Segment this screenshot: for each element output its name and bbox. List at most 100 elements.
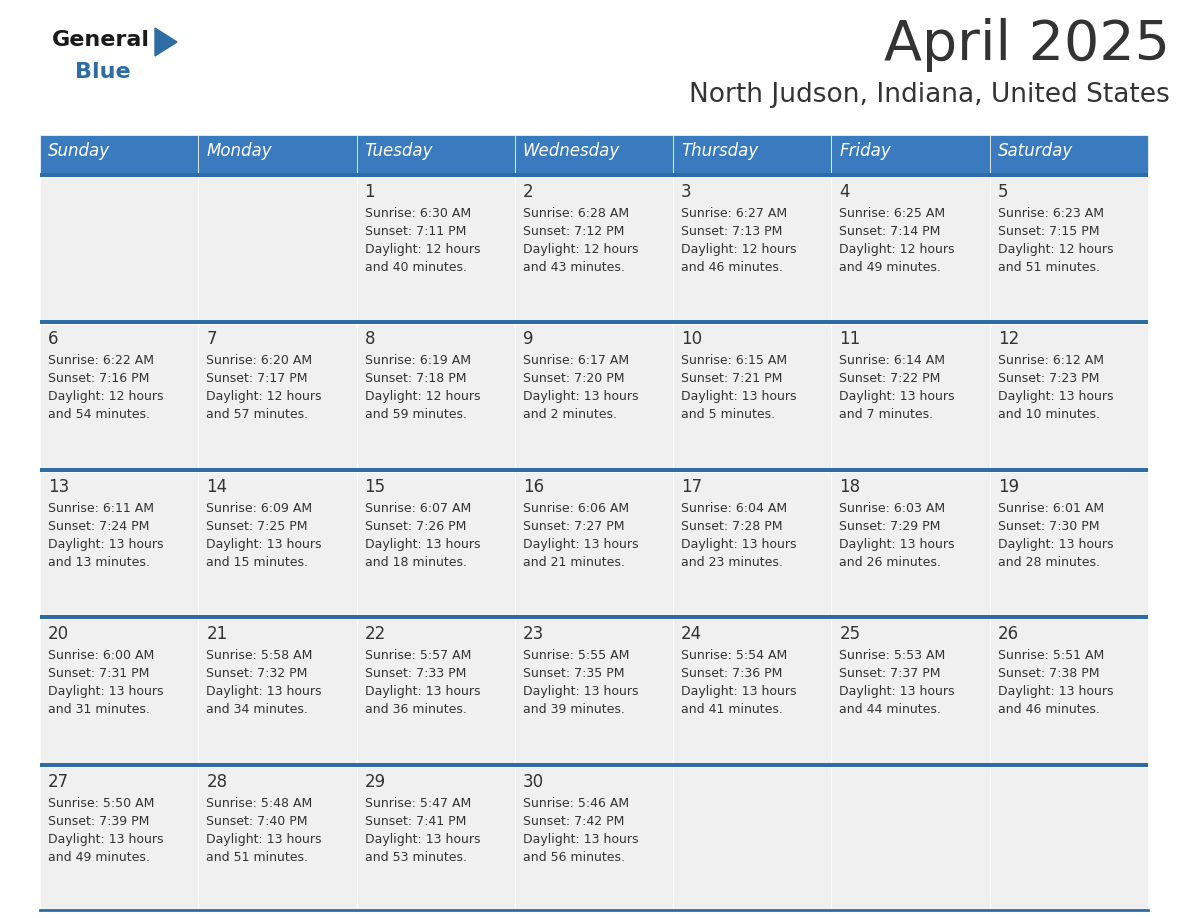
Text: Sunrise: 6:04 AM: Sunrise: 6:04 AM: [681, 502, 788, 515]
Text: and 54 minutes.: and 54 minutes.: [48, 409, 150, 421]
Text: and 26 minutes.: and 26 minutes.: [840, 555, 941, 569]
Text: Sunrise: 6:17 AM: Sunrise: 6:17 AM: [523, 354, 628, 367]
Text: and 18 minutes.: and 18 minutes.: [365, 555, 467, 569]
Text: and 43 minutes.: and 43 minutes.: [523, 261, 625, 274]
Text: Daylight: 13 hours: Daylight: 13 hours: [207, 538, 322, 551]
Text: Sunset: 7:14 PM: Sunset: 7:14 PM: [840, 225, 941, 238]
Text: Daylight: 13 hours: Daylight: 13 hours: [681, 390, 797, 403]
Text: and 39 minutes.: and 39 minutes.: [523, 703, 625, 716]
Text: Sunset: 7:38 PM: Sunset: 7:38 PM: [998, 667, 1099, 680]
Text: Sunrise: 6:28 AM: Sunrise: 6:28 AM: [523, 207, 628, 220]
Text: Sunset: 7:18 PM: Sunset: 7:18 PM: [365, 373, 466, 386]
Text: and 46 minutes.: and 46 minutes.: [998, 703, 1100, 716]
Text: Daylight: 12 hours: Daylight: 12 hours: [365, 390, 480, 403]
Text: Daylight: 13 hours: Daylight: 13 hours: [365, 538, 480, 551]
Text: 4: 4: [840, 183, 849, 201]
Text: Sunset: 7:28 PM: Sunset: 7:28 PM: [681, 520, 783, 532]
Text: 9: 9: [523, 330, 533, 349]
Text: and 23 minutes.: and 23 minutes.: [681, 555, 783, 569]
Text: Daylight: 13 hours: Daylight: 13 hours: [48, 538, 164, 551]
Text: Sunrise: 6:03 AM: Sunrise: 6:03 AM: [840, 502, 946, 515]
Text: 2: 2: [523, 183, 533, 201]
Text: Sunrise: 6:07 AM: Sunrise: 6:07 AM: [365, 502, 470, 515]
Text: 10: 10: [681, 330, 702, 349]
Text: Daylight: 13 hours: Daylight: 13 hours: [840, 538, 955, 551]
Text: and 7 minutes.: and 7 minutes.: [840, 409, 934, 421]
Text: 12: 12: [998, 330, 1019, 349]
Text: Daylight: 12 hours: Daylight: 12 hours: [840, 243, 955, 256]
Text: Daylight: 12 hours: Daylight: 12 hours: [48, 390, 164, 403]
Text: Wednesday: Wednesday: [523, 142, 620, 160]
Text: Sunset: 7:30 PM: Sunset: 7:30 PM: [998, 520, 1099, 532]
Text: Sunrise: 6:25 AM: Sunrise: 6:25 AM: [840, 207, 946, 220]
Text: and 44 minutes.: and 44 minutes.: [840, 703, 941, 716]
Text: Daylight: 13 hours: Daylight: 13 hours: [207, 833, 322, 845]
Text: 22: 22: [365, 625, 386, 644]
Text: Daylight: 13 hours: Daylight: 13 hours: [840, 390, 955, 403]
Text: 26: 26: [998, 625, 1019, 644]
Text: and 21 minutes.: and 21 minutes.: [523, 555, 625, 569]
Text: Daylight: 13 hours: Daylight: 13 hours: [365, 685, 480, 699]
Text: Sunset: 7:12 PM: Sunset: 7:12 PM: [523, 225, 624, 238]
Text: 1: 1: [365, 183, 375, 201]
Text: Sunset: 7:37 PM: Sunset: 7:37 PM: [840, 667, 941, 680]
Text: 15: 15: [365, 477, 386, 496]
Text: Sunset: 7:42 PM: Sunset: 7:42 PM: [523, 814, 624, 828]
Text: 13: 13: [48, 477, 69, 496]
Text: Sunrise: 6:06 AM: Sunrise: 6:06 AM: [523, 502, 628, 515]
Text: and 46 minutes.: and 46 minutes.: [681, 261, 783, 274]
Text: Sunrise: 5:50 AM: Sunrise: 5:50 AM: [48, 797, 154, 810]
Text: and 56 minutes.: and 56 minutes.: [523, 851, 625, 864]
Text: Tuesday: Tuesday: [365, 142, 434, 160]
Text: and 5 minutes.: and 5 minutes.: [681, 409, 776, 421]
Text: Sunrise: 5:54 AM: Sunrise: 5:54 AM: [681, 649, 788, 662]
Text: and 51 minutes.: and 51 minutes.: [998, 261, 1100, 274]
Text: Sunset: 7:21 PM: Sunset: 7:21 PM: [681, 373, 783, 386]
Text: Daylight: 13 hours: Daylight: 13 hours: [998, 685, 1113, 699]
Text: Sunrise: 5:58 AM: Sunrise: 5:58 AM: [207, 649, 312, 662]
Text: Sunset: 7:35 PM: Sunset: 7:35 PM: [523, 667, 625, 680]
Text: Sunrise: 6:01 AM: Sunrise: 6:01 AM: [998, 502, 1104, 515]
Text: 24: 24: [681, 625, 702, 644]
Text: Sunset: 7:16 PM: Sunset: 7:16 PM: [48, 373, 150, 386]
Text: Daylight: 13 hours: Daylight: 13 hours: [998, 538, 1113, 551]
Text: and 41 minutes.: and 41 minutes.: [681, 703, 783, 716]
Text: Sunset: 7:24 PM: Sunset: 7:24 PM: [48, 520, 150, 532]
Text: Daylight: 12 hours: Daylight: 12 hours: [365, 243, 480, 256]
Text: 11: 11: [840, 330, 860, 349]
Text: Sunrise: 6:27 AM: Sunrise: 6:27 AM: [681, 207, 788, 220]
Text: Sunrise: 6:19 AM: Sunrise: 6:19 AM: [365, 354, 470, 367]
Text: Sunset: 7:20 PM: Sunset: 7:20 PM: [523, 373, 625, 386]
Text: Sunset: 7:11 PM: Sunset: 7:11 PM: [365, 225, 466, 238]
Text: and 34 minutes.: and 34 minutes.: [207, 703, 308, 716]
Text: and 13 minutes.: and 13 minutes.: [48, 555, 150, 569]
Text: Sunrise: 6:23 AM: Sunrise: 6:23 AM: [998, 207, 1104, 220]
Text: and 40 minutes.: and 40 minutes.: [365, 261, 467, 274]
Text: Sunset: 7:39 PM: Sunset: 7:39 PM: [48, 814, 150, 828]
Text: 3: 3: [681, 183, 691, 201]
Text: Thursday: Thursday: [681, 142, 758, 160]
Text: 7: 7: [207, 330, 216, 349]
Text: and 53 minutes.: and 53 minutes.: [365, 851, 467, 864]
Text: 19: 19: [998, 477, 1019, 496]
Text: Daylight: 13 hours: Daylight: 13 hours: [48, 833, 164, 845]
Text: Sunrise: 5:48 AM: Sunrise: 5:48 AM: [207, 797, 312, 810]
Text: 28: 28: [207, 773, 227, 790]
Text: Sunrise: 5:51 AM: Sunrise: 5:51 AM: [998, 649, 1104, 662]
Text: Sunset: 7:23 PM: Sunset: 7:23 PM: [998, 373, 1099, 386]
Text: and 49 minutes.: and 49 minutes.: [48, 851, 150, 864]
Text: Sunset: 7:17 PM: Sunset: 7:17 PM: [207, 373, 308, 386]
Text: Sunrise: 5:55 AM: Sunrise: 5:55 AM: [523, 649, 630, 662]
Text: and 2 minutes.: and 2 minutes.: [523, 409, 617, 421]
Text: Sunrise: 6:09 AM: Sunrise: 6:09 AM: [207, 502, 312, 515]
Text: Sunday: Sunday: [48, 142, 110, 160]
Text: Sunset: 7:31 PM: Sunset: 7:31 PM: [48, 667, 150, 680]
Text: 5: 5: [998, 183, 1009, 201]
Text: Daylight: 13 hours: Daylight: 13 hours: [523, 685, 638, 699]
Text: and 15 minutes.: and 15 minutes.: [207, 555, 308, 569]
Text: Daylight: 13 hours: Daylight: 13 hours: [207, 685, 322, 699]
Text: Sunset: 7:41 PM: Sunset: 7:41 PM: [365, 814, 466, 828]
Text: Daylight: 12 hours: Daylight: 12 hours: [523, 243, 638, 256]
Text: Blue: Blue: [75, 62, 131, 82]
Text: 25: 25: [840, 625, 860, 644]
